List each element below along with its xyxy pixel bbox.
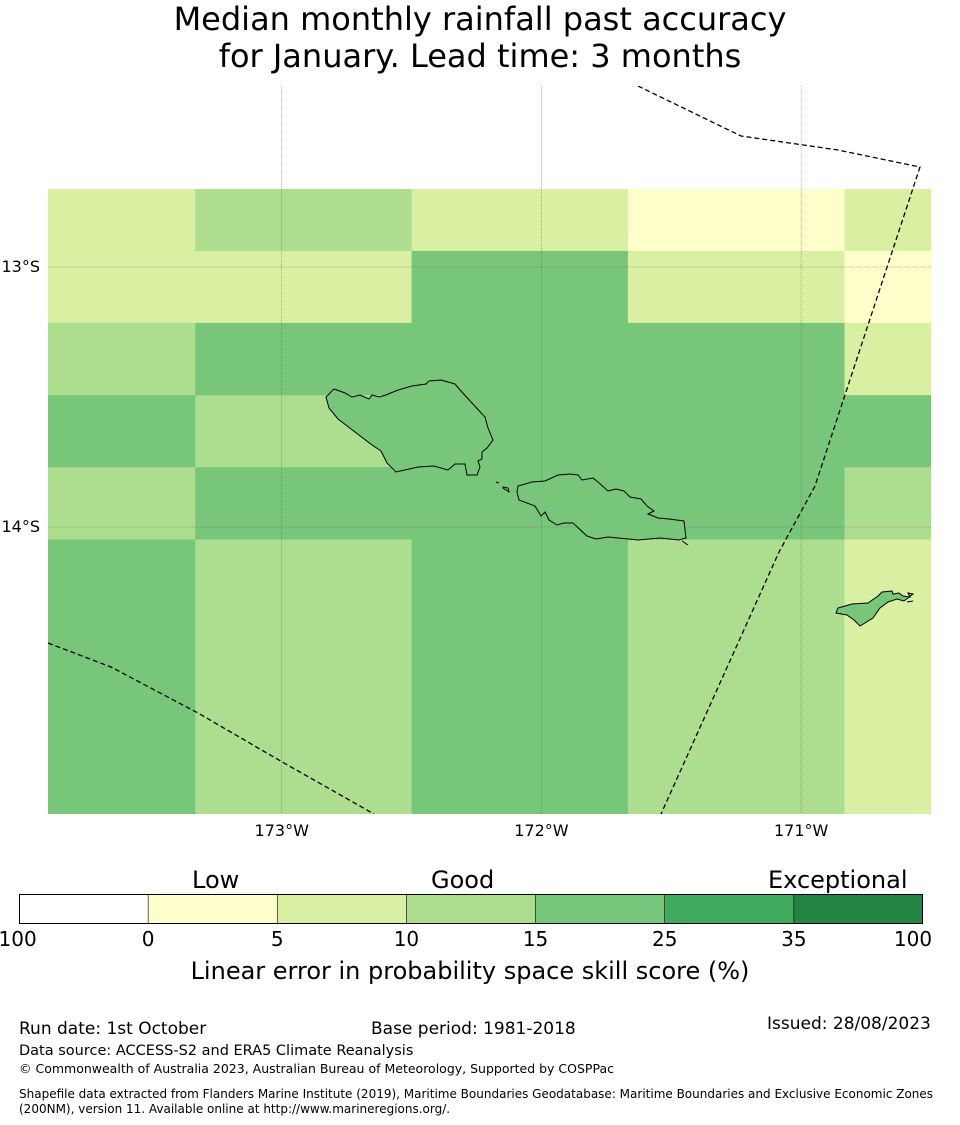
latitude-tick-label: 13°S xyxy=(1,257,40,276)
skill-grid-cells xyxy=(48,189,931,814)
grid-cell xyxy=(195,250,413,324)
island-savaii xyxy=(325,379,494,476)
colorbar-label: Linear error in probability space skill … xyxy=(190,957,750,985)
grid-cell xyxy=(411,189,629,252)
grid-cell xyxy=(48,322,196,396)
colorbar-swatch xyxy=(664,894,795,924)
latitude-tick-label: 14°S xyxy=(1,517,40,536)
eez-boundaries xyxy=(48,86,921,814)
island-upolu xyxy=(516,473,687,541)
colorbar-swatch xyxy=(147,894,278,924)
grid-cell xyxy=(195,322,413,396)
eez-boundary-south xyxy=(48,642,375,814)
longitude-tick-label: 173°W xyxy=(254,821,309,840)
colorbar-tick-label: -100 xyxy=(0,927,37,951)
rainfall-accuracy-map xyxy=(48,86,931,814)
colorbar-swatch xyxy=(276,894,408,924)
island-tutuila xyxy=(835,590,915,627)
colorbar-tick-label: 100 xyxy=(893,927,933,951)
category-exceptional: Exceptional xyxy=(768,866,908,894)
islet-manono xyxy=(495,481,500,484)
grid-cell xyxy=(411,539,629,814)
grid-cell xyxy=(844,467,931,541)
grid-cell xyxy=(844,539,931,814)
eez-boundary-north xyxy=(637,86,921,814)
colorbar-tick-label: 0 xyxy=(141,927,155,951)
islet-apolima xyxy=(502,486,510,494)
grid-cell xyxy=(627,189,846,252)
colorbar-tick-label: 15 xyxy=(522,927,549,951)
grid-cell xyxy=(195,539,413,814)
land-outlines xyxy=(325,379,915,627)
grid-cell xyxy=(48,250,196,324)
grid-cell xyxy=(627,322,846,396)
base-period: Base period: 1981-2018 xyxy=(371,1019,576,1039)
grid-cell xyxy=(48,395,196,468)
grid-cell xyxy=(627,395,846,468)
grid-cell xyxy=(48,189,196,252)
grid-cell xyxy=(844,322,931,396)
colorbar-tick-label: 10 xyxy=(393,927,420,951)
copyright: © Commonwealth of Australia 2023, Austra… xyxy=(19,1061,614,1076)
grid-cell xyxy=(48,467,196,541)
run-date: Run date: 1st October xyxy=(19,1019,207,1039)
colorbar xyxy=(19,894,923,924)
longitude-tick-label: 171°W xyxy=(773,821,829,840)
issued-date: Issued: 28/08/2023 xyxy=(767,1014,931,1034)
grid-cell xyxy=(627,250,846,324)
grid-cell xyxy=(627,539,846,814)
grid-cell xyxy=(844,395,931,468)
colorbar-swatch xyxy=(406,894,537,924)
colorbar-tick-label: 5 xyxy=(270,927,284,951)
grid-cell xyxy=(195,189,413,252)
islet-tutuila-east xyxy=(906,600,914,603)
grid-cell xyxy=(411,250,629,324)
chart-title-line1: Median monthly rainfall past accuracy xyxy=(173,0,787,38)
graticule xyxy=(48,86,931,814)
chart-title-line2: for January. Lead time: 3 months xyxy=(218,37,742,75)
islet-upolu-east xyxy=(681,540,689,546)
category-good: Good xyxy=(431,866,495,894)
colorbar-swatch xyxy=(19,894,149,924)
colorbar-swatch xyxy=(793,894,923,924)
shapefile-credit-line2: (200NM), version 11. Available online at… xyxy=(19,1102,451,1116)
colorbar-swatch xyxy=(535,894,666,924)
grid-cell xyxy=(195,467,413,541)
longitude-tick-label: 172°W xyxy=(514,821,569,840)
grid-cell xyxy=(844,250,931,324)
colorbar-tick-label: 35 xyxy=(781,927,807,951)
colorbar-tick-label: 25 xyxy=(651,927,678,951)
grid-cell xyxy=(48,539,196,814)
category-low: Low xyxy=(192,866,240,894)
grid-cell xyxy=(844,189,931,252)
shapefile-credit-line1: Shapefile data extracted from Flanders M… xyxy=(19,1087,934,1101)
data-source: Data source: ACCESS-S2 and ERA5 Climate … xyxy=(19,1043,414,1059)
